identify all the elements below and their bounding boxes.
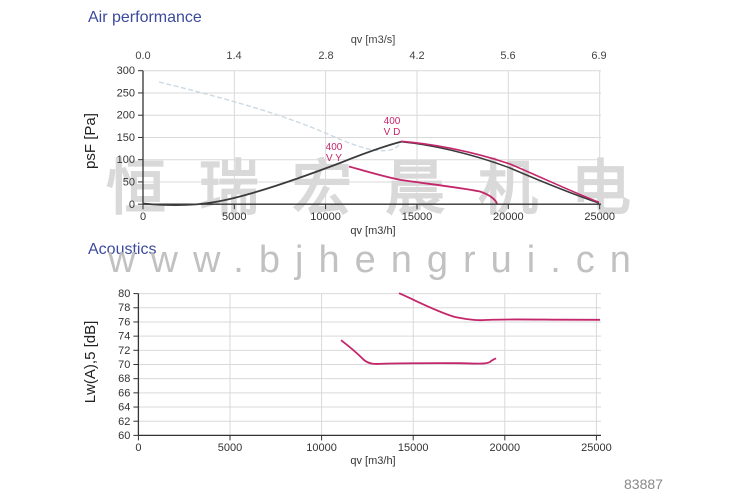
svg-text:15000: 15000 <box>398 442 429 454</box>
svg-text:74: 74 <box>118 331 130 343</box>
svg-text:80: 80 <box>118 288 130 300</box>
svg-text:66: 66 <box>118 387 130 399</box>
svg-text:20000: 20000 <box>490 442 521 454</box>
svg-text:62: 62 <box>118 416 130 428</box>
svg-text:qv [m3/h]: qv [m3/h] <box>350 455 395 467</box>
svg-text:0: 0 <box>135 442 141 454</box>
svg-text:10000: 10000 <box>306 442 337 454</box>
svg-text:72: 72 <box>118 345 130 357</box>
svg-text:68: 68 <box>118 373 130 385</box>
svg-text:5000: 5000 <box>218 442 242 454</box>
svg-text:25000: 25000 <box>581 442 612 454</box>
svg-text:76: 76 <box>118 316 130 328</box>
svg-text:Lw(A),5 [dB]: Lw(A),5 [dB] <box>82 321 99 404</box>
svg-text:70: 70 <box>118 359 130 371</box>
svg-text:78: 78 <box>118 302 130 314</box>
svg-text:60: 60 <box>118 430 130 442</box>
svg-text:64: 64 <box>118 402 130 414</box>
